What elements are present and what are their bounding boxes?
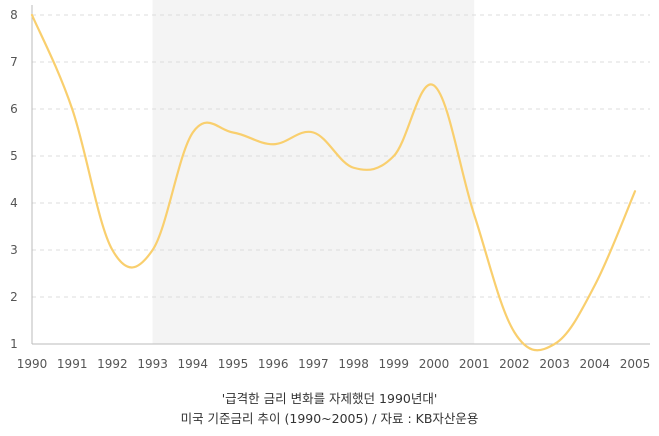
y-tick-label: 1: [10, 337, 18, 351]
gridlines: [32, 14, 650, 298]
chart-caption-title: '급격한 금리 변화를 자제했던 1990년대': [221, 391, 438, 406]
x-tick-label: 2005: [620, 357, 651, 371]
y-tick-label: 7: [10, 55, 18, 69]
highlight-band: [152, 0, 475, 344]
x-tick-label: 1995: [218, 357, 249, 371]
y-tick-label: 6: [10, 102, 18, 116]
x-tick-label: 2001: [459, 357, 490, 371]
axes: [31, 5, 650, 345]
series-line: [30, 13, 637, 352]
x-tick-label: 1990: [17, 357, 48, 371]
x-tick-label: 1992: [97, 357, 128, 371]
x-tick-label: 1991: [57, 357, 88, 371]
x-tick-label: 2003: [539, 357, 570, 371]
x-tick-label: 1996: [258, 357, 289, 371]
y-tick-label: 2: [10, 290, 18, 304]
series-layer: [30, 13, 637, 352]
y-tick-label: 8: [10, 8, 18, 22]
y-tick-label: 3: [10, 243, 18, 257]
x-tick-label: 1998: [338, 357, 369, 371]
x-tick-label: 2000: [419, 357, 450, 371]
chart-caption-source: 미국 기준금리 추이 (1990~2005) / 자료 : KB자산운용: [180, 411, 479, 426]
y-tick-label: 4: [10, 196, 18, 210]
x-tick-label: 2002: [499, 357, 530, 371]
x-tick-label: 1993: [137, 357, 168, 371]
highlight-band-layer: [152, 0, 475, 344]
x-tick-labels: 1990 1991 1992 1993 1994 1995 1996 1997 1998 1999…: [17, 357, 651, 371]
x-tick-label: 1997: [298, 357, 329, 371]
y-tick-labels: 1 2 3 4 5 6 7 8: [10, 8, 18, 351]
y-tick-label: 5: [10, 149, 18, 163]
x-tick-label: 2004: [580, 357, 611, 371]
x-tick-label: 1994: [178, 357, 209, 371]
x-tick-label: 1999: [379, 357, 410, 371]
